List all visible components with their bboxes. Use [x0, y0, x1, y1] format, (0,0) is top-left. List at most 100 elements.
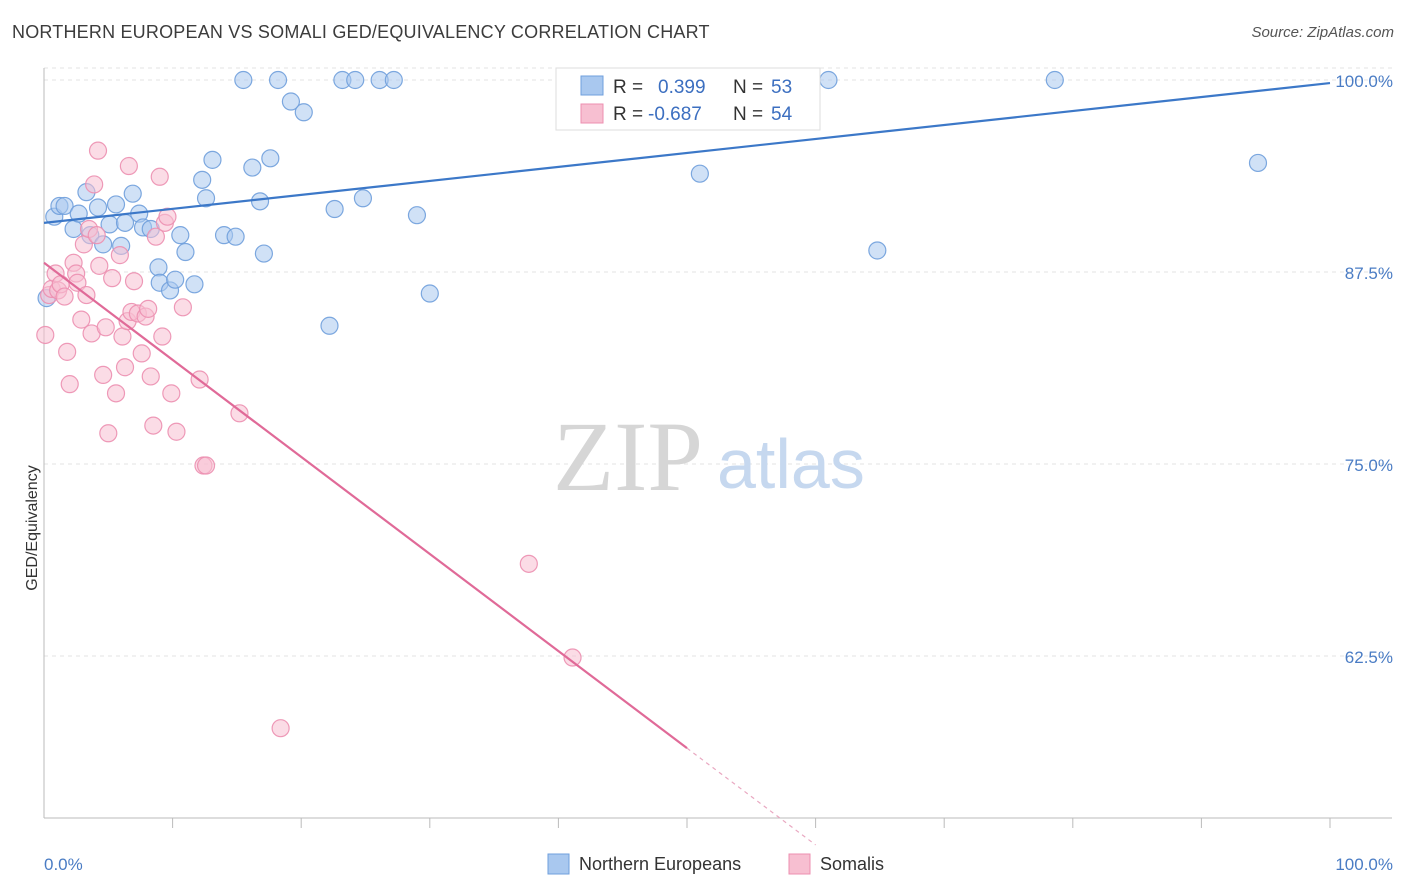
- point-northern-european-46: [420, 284, 439, 303]
- point-northern-european-30: [234, 70, 253, 90]
- point-somali-45: [167, 422, 186, 441]
- series-swatch-somalis: [788, 853, 811, 875]
- data-points: [36, 70, 1268, 738]
- point-northern-european-18: [149, 258, 168, 277]
- point-somali-8: [60, 375, 79, 394]
- trend-line-somalis-extension: [686, 747, 816, 846]
- point-somali-38: [144, 416, 163, 435]
- point-northern-european-25: [193, 170, 212, 189]
- point-northern-european-33: [254, 244, 274, 263]
- point-northern-european-41: [346, 70, 365, 90]
- point-northern-european-45: [407, 206, 427, 225]
- series-label-somalis: Somalis: [820, 854, 884, 874]
- point-somali-32: [124, 272, 144, 291]
- point-northern-european-49: [819, 70, 838, 90]
- x-tick-label-1: 100.0%: [1335, 855, 1393, 874]
- y-tick-label-3: 62.5%: [1345, 648, 1393, 667]
- point-northern-european-31: [243, 158, 262, 177]
- legend-r-value-1: 0.399: [658, 77, 706, 98]
- legend-n-value-2: 54: [771, 104, 793, 125]
- series-label-northern-europeans: Northern Europeans: [579, 854, 741, 874]
- point-somali-49: [196, 456, 216, 475]
- point-northern-european-34: [261, 149, 280, 168]
- point-northern-european-21: [166, 270, 185, 289]
- point-northern-european-50: [868, 241, 887, 260]
- point-northern-european-37: [294, 103, 313, 122]
- y-tick-label-1: 87.5%: [1345, 264, 1393, 283]
- legend-n-label-1: N =: [733, 77, 763, 98]
- point-somali-21: [94, 365, 113, 385]
- point-somali-51: [271, 719, 290, 738]
- y-axis-title: GED/Equivalency: [24, 465, 41, 590]
- point-somali-17: [85, 175, 104, 194]
- point-northern-european-39: [325, 199, 344, 219]
- watermark-atlas: atlas: [717, 425, 865, 503]
- point-somali-12: [72, 310, 91, 329]
- series-legend: Northern Europeans Somalis: [547, 853, 884, 875]
- x-tick-label-0: 0.0%: [44, 855, 83, 874]
- y-tick-labels: 100.0% 87.5% 75.0% 62.5%: [1335, 72, 1393, 667]
- trend-lines: [43, 81, 1331, 846]
- x-tick-labels: 0.0% 100.0%: [44, 855, 1393, 874]
- point-somali-41: [153, 327, 172, 346]
- point-northern-european-29: [226, 227, 245, 246]
- point-somali-44: [162, 384, 181, 403]
- point-somali-46: [173, 298, 192, 317]
- point-somali-40: [150, 167, 169, 186]
- y-tick-label-0: 100.0%: [1335, 72, 1393, 91]
- point-northern-european-48: [690, 164, 709, 183]
- point-somali-18: [87, 226, 106, 245]
- point-somali-34: [132, 344, 151, 363]
- point-somali-43: [158, 207, 177, 226]
- trend-line-northern-europeans: [43, 81, 1331, 224]
- point-northern-european-52: [1248, 153, 1268, 173]
- point-northern-european-44: [384, 70, 403, 90]
- axes: [43, 68, 1392, 828]
- legend-swatch-pink: [580, 103, 604, 124]
- point-somali-0: [36, 325, 55, 345]
- legend-swatch-blue: [580, 75, 604, 96]
- point-northern-european-36: [281, 92, 301, 111]
- point-somali-26: [110, 246, 129, 265]
- point-somali-7: [58, 342, 77, 361]
- stats-legend: R = 0.399 N = 53 R = -0.687 N = 54: [555, 67, 821, 131]
- point-somali-22: [96, 318, 115, 337]
- point-somali-39: [146, 227, 165, 246]
- point-somali-37: [141, 367, 160, 386]
- legend-n-value-1: 53: [771, 77, 792, 98]
- point-somali-27: [113, 327, 132, 346]
- point-northern-european-42: [353, 189, 373, 208]
- legend-r-label-1: R =: [613, 77, 643, 98]
- point-somali-24: [103, 269, 122, 288]
- point-northern-european-27: [203, 150, 222, 169]
- point-northern-european-23: [176, 242, 195, 262]
- point-northern-european-24: [185, 275, 204, 294]
- point-somali-20: [90, 256, 109, 275]
- trend-line-somalis: [43, 261, 688, 750]
- source-label: Source: ZipAtlas.com: [1251, 24, 1394, 41]
- point-somali-36: [139, 299, 158, 318]
- point-northern-european-51: [1045, 70, 1064, 90]
- point-somali-53: [563, 648, 582, 667]
- point-somali-6: [55, 287, 74, 306]
- point-northern-european-32: [250, 192, 270, 211]
- point-somali-19: [88, 141, 108, 160]
- point-northern-european-3: [55, 196, 74, 216]
- legend-n-label-2: N =: [733, 104, 763, 125]
- point-northern-european-11: [106, 195, 126, 214]
- legend-r-label-2: R =: [613, 104, 643, 125]
- legend-r-value-2: -0.687: [648, 104, 702, 125]
- point-northern-european-8: [88, 198, 108, 217]
- grid-lines: [44, 67, 1392, 657]
- point-northern-european-38: [320, 316, 339, 335]
- series-swatch-northern-europeans: [547, 853, 570, 875]
- point-northern-european-4: [64, 219, 83, 239]
- point-somali-23: [99, 424, 118, 443]
- y-tick-label-2: 75.0%: [1345, 456, 1393, 475]
- chart-title: NORTHERN EUROPEAN VS SOMALI GED/EQUIVALE…: [12, 22, 710, 42]
- point-somali-50: [230, 404, 249, 423]
- point-northern-european-22: [171, 226, 190, 245]
- point-somali-52: [519, 554, 538, 573]
- point-somali-30: [119, 156, 138, 176]
